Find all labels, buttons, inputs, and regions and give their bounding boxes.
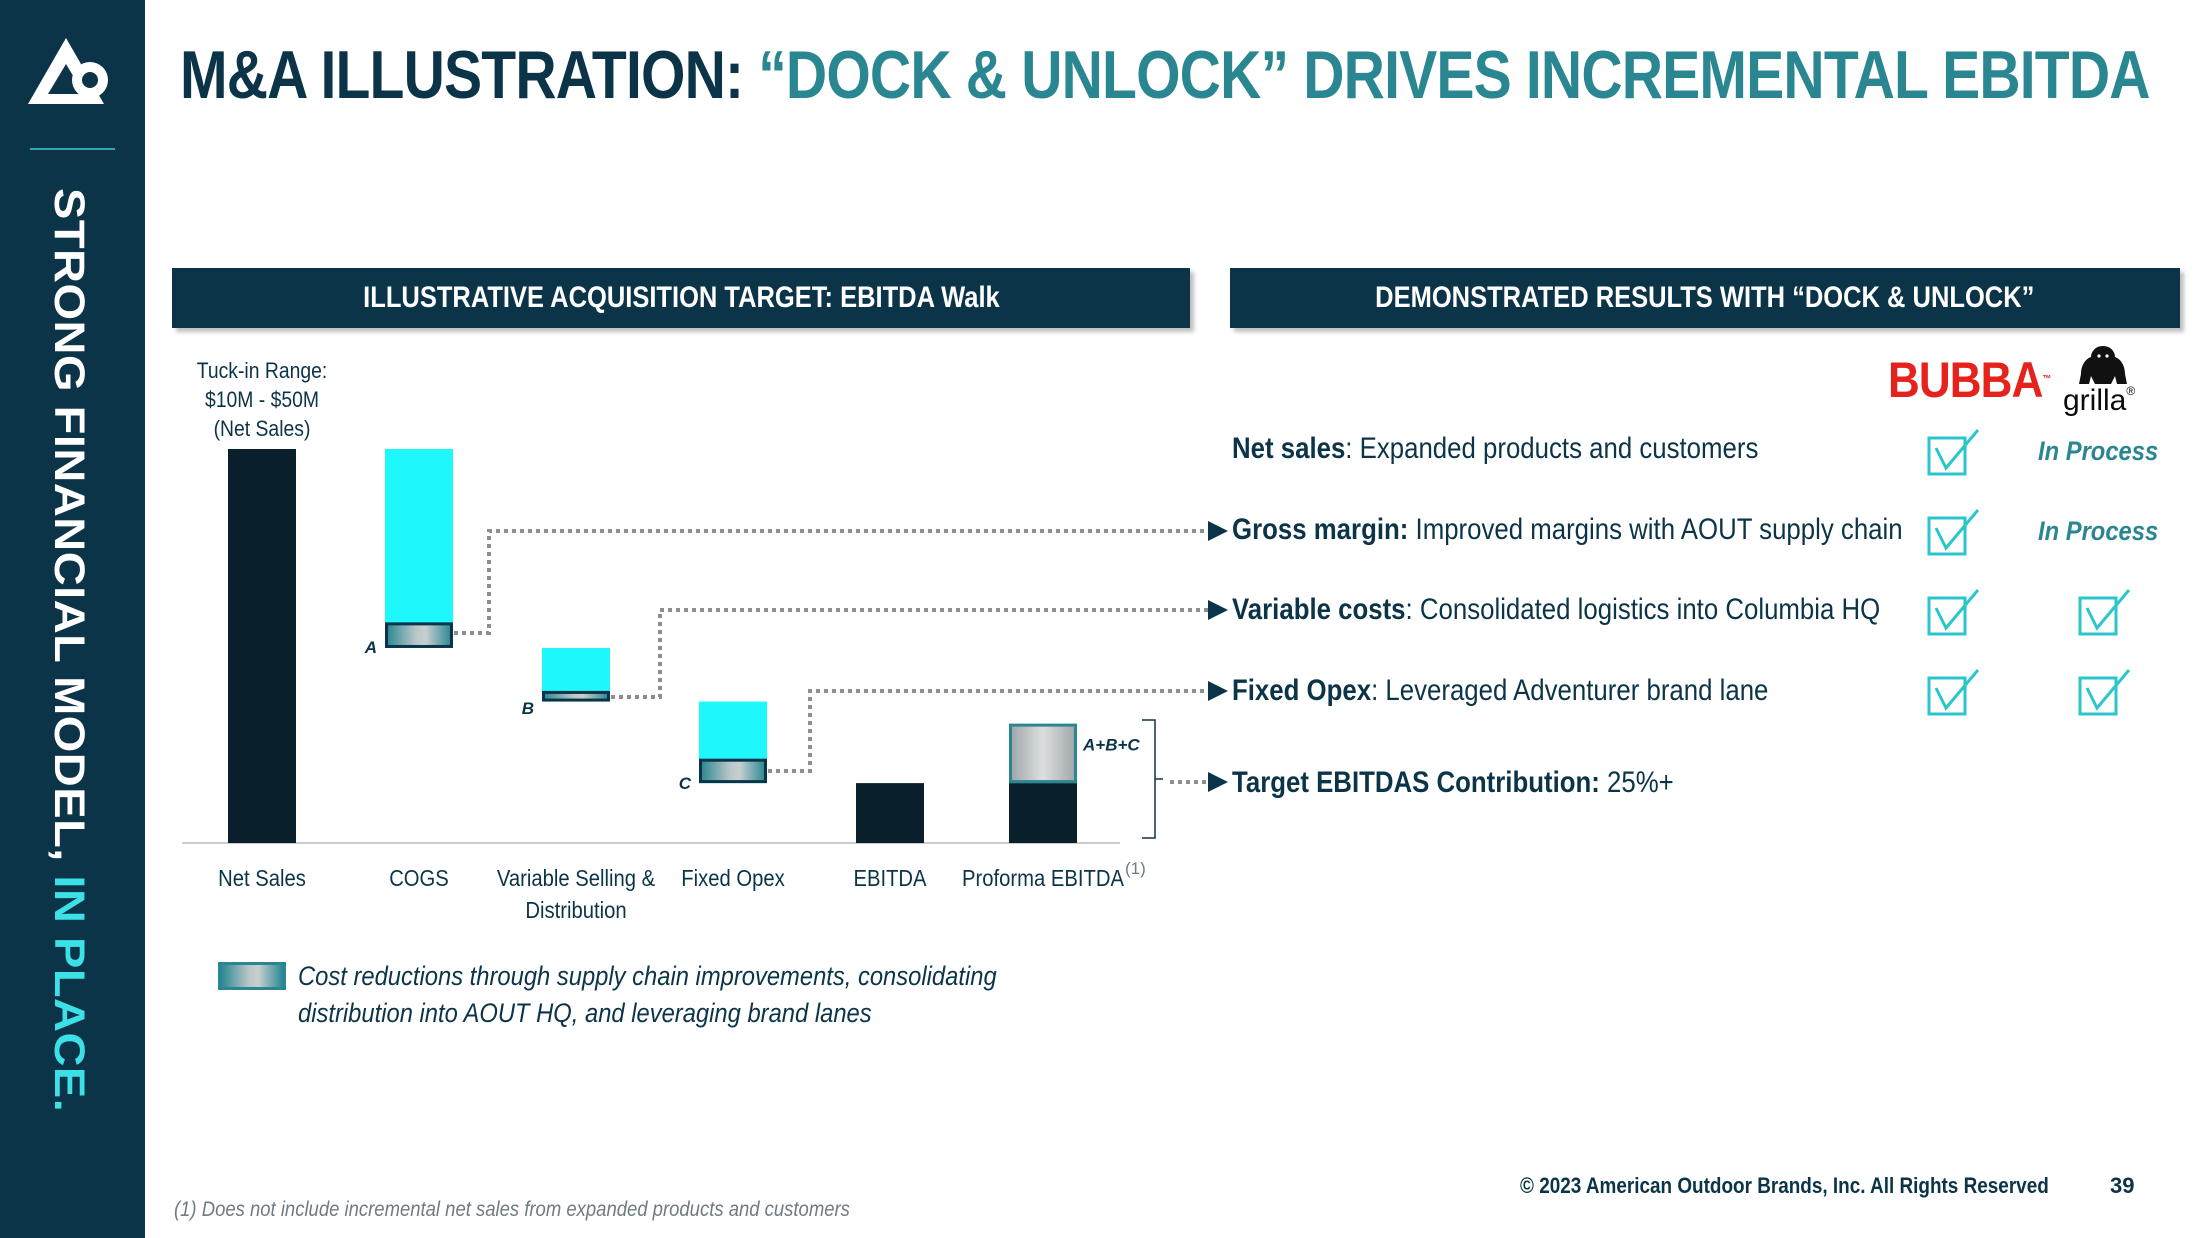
tuck-in-range-annotation-2: (Net Sales)	[214, 417, 311, 441]
connector-opex-to-fixed-opex	[768, 681, 1228, 773]
reduction-label-5: A+B+C	[1082, 736, 1140, 755]
target-label: Target EBITDAS Contribution:	[1232, 766, 1600, 799]
connector-vsd-to-variable-costs	[611, 600, 1228, 699]
result-label: Gross margin:	[1232, 513, 1409, 546]
right-panel-title: DEMONSTRATED RESULTS WITH “DOCK & UNLOCK…	[1375, 281, 2035, 314]
result-row-target: Target EBITDAS Contribution: 25%+	[1232, 766, 1674, 800]
sidebar: STRONG FINANCIAL MODEL, IN PLACE.	[0, 0, 145, 1238]
category-label-4: EBITDA	[853, 865, 927, 892]
category-label-5: Proforma EBITDA	[962, 865, 1124, 892]
bubba-logo-text: BUBBA	[1888, 352, 2043, 408]
result-row-net-sales: Net sales: Expanded products and custome…	[1232, 432, 1758, 466]
reduction-segment-1	[385, 622, 453, 648]
right-panel-header: DEMONSTRATED RESULTS WITH “DOCK & UNLOCK…	[1230, 268, 2180, 328]
left-panel-title: ILLUSTRATIVE ACQUISITION TARGET: EBITDA …	[362, 281, 1000, 314]
bar-4	[856, 783, 924, 843]
page-number: 39	[2110, 1173, 2135, 1198]
grilla-fixed-opex-check-icon	[2078, 669, 2131, 716]
reduction-segment-5	[1009, 723, 1077, 784]
reduction-label-2: B	[522, 699, 534, 718]
bubba-net-sales-check-icon	[1927, 429, 1980, 476]
legend-text: Cost reductions through supply chain imp…	[298, 961, 997, 1028]
grilla-variable-costs-check-icon	[2078, 589, 2131, 636]
bar-1	[385, 449, 453, 648]
bar-0	[228, 449, 296, 843]
result-row-variable-costs: Variable costs: Consolidated logistics i…	[1232, 593, 1880, 627]
result-label: Fixed Opex	[1232, 674, 1372, 707]
bubba-fixed-opex-check-icon	[1927, 669, 1980, 716]
connector-cogs-to-gross-margin	[454, 521, 1228, 635]
copyright: © 2023 American Outdoor Brands, Inc. All…	[1520, 1173, 2049, 1198]
proforma-bracket	[1142, 719, 1156, 839]
result-separator: :	[1405, 593, 1420, 626]
company-logo-icon	[28, 38, 108, 104]
result-text: Expanded products and customers	[1359, 432, 1759, 465]
bubba-gross-margin-check-icon	[1927, 509, 1980, 556]
result-separator: :	[1345, 432, 1360, 465]
target-value: 25%+	[1599, 766, 1674, 799]
page-title-accent: “DOCK & UNLOCK” DRIVES INCREMENTAL EBITD…	[758, 37, 2150, 113]
result-label: Net sales	[1232, 432, 1346, 465]
bubba-variable-costs-check-icon	[1927, 589, 1980, 636]
page-title: M&A ILLUSTRATION: “DOCK & UNLOCK” DRIVES…	[180, 36, 2151, 114]
category-label-1: COGS	[389, 865, 449, 892]
category-label-3: Fixed Opex	[681, 865, 785, 892]
result-text: Consolidated logistics into Columbia HQ	[1419, 593, 1881, 626]
sidebar-title: STRONG FINANCIAL MODEL, IN PLACE.	[45, 188, 95, 1112]
sidebar-title-accent: IN PLACE.	[45, 875, 94, 1113]
result-row-gross-margin: Gross margin: Improved margins with AOUT…	[1232, 513, 1903, 547]
category-footnote-marker: (1)	[1125, 859, 1146, 878]
reduction-segment-2	[542, 690, 610, 702]
page-title-main: M&A ILLUSTRATION:	[180, 37, 759, 113]
result-text: Improved margins with AOUT supply chain	[1415, 513, 1903, 546]
grilla-logo-text: grilla®	[2063, 384, 2136, 417]
reduction-label-1: A	[364, 638, 377, 657]
tuck-in-range-annotation-1: $10M - $50M	[205, 388, 319, 412]
sidebar-title-main: STRONG FINANCIAL MODEL,	[45, 188, 94, 876]
bubba-logo: BUBBA™	[1888, 352, 2051, 408]
left-panel-header: ILLUSTRATIVE ACQUISITION TARGET: EBITDA …	[172, 268, 1190, 328]
reduction-segment-3	[699, 758, 767, 784]
grilla-net-sales-status: In Process	[2038, 436, 2159, 466]
grilla-gross-margin-status: In Process	[2038, 516, 2159, 546]
tuck-in-range-annotation-0: Tuck-in Range:	[197, 359, 328, 383]
grilla-wordmark: grilla	[2063, 384, 2127, 417]
result-separator: :	[1371, 674, 1386, 707]
legend-swatch	[218, 962, 286, 990]
category-label-2: Variable Selling &	[497, 865, 656, 892]
reduction-label-3: C	[679, 774, 692, 793]
logo-divider	[30, 148, 115, 150]
gorilla-icon	[2079, 346, 2127, 384]
result-row-fixed-opex: Fixed Opex: Leveraged Adventurer brand l…	[1232, 674, 1768, 708]
category-label-0: Net Sales	[218, 865, 306, 892]
bar-5	[1009, 783, 1077, 843]
result-label: Variable costs	[1232, 593, 1406, 626]
result-text: Leveraged Adventurer brand lane	[1385, 674, 1769, 707]
category-label-2-line2: Distribution	[525, 897, 626, 924]
footnote: (1) Does not include incremental net sal…	[174, 1198, 850, 1221]
